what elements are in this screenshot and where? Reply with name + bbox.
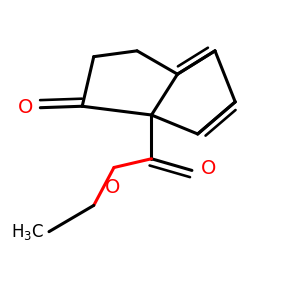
Text: O: O	[105, 178, 120, 197]
Text: O: O	[201, 160, 217, 178]
Text: $\mathregular{H_3C}$: $\mathregular{H_3C}$	[11, 222, 45, 242]
Text: O: O	[18, 98, 33, 117]
